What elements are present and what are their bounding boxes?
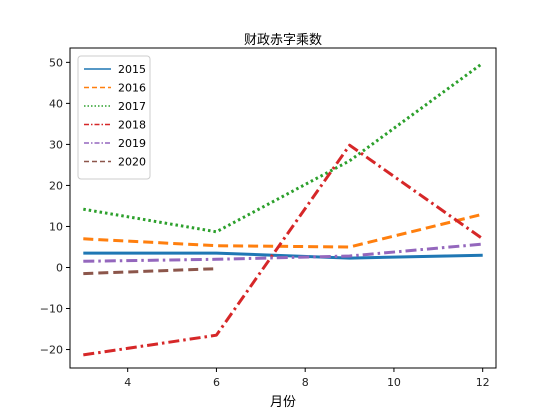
legend-label-2018: 2018 xyxy=(118,119,146,132)
legend-label-2019: 2019 xyxy=(118,137,146,150)
x-tick-label: 12 xyxy=(476,376,490,389)
x-tick-label: 8 xyxy=(302,376,309,389)
y-axis: −20 −10 0 10 20 30 40 50 xyxy=(40,56,70,357)
series-line-2015 xyxy=(83,251,483,260)
x-axis: 4 6 8 10 12 xyxy=(124,368,490,389)
x-tick-label: 6 xyxy=(213,376,220,389)
plot-frame xyxy=(69,47,497,369)
legend-label-2020: 2020 xyxy=(118,156,146,169)
x-axis-label: 月份 xyxy=(270,395,296,410)
x-tick-label: 10 xyxy=(387,376,401,389)
y-tick-label: 50 xyxy=(49,56,63,69)
legend-label-2016: 2016 xyxy=(118,82,146,95)
legend: 2015 2016 2017 2018 2019 2020 xyxy=(77,55,151,180)
series-line-2016 xyxy=(83,212,484,249)
y-tick-label: −20 xyxy=(40,344,63,357)
series-line-2019 xyxy=(83,242,483,263)
legend-label-2017: 2017 xyxy=(118,100,146,113)
y-tick-label: 20 xyxy=(49,179,63,192)
plot-area xyxy=(83,61,484,357)
x-tick-label: 4 xyxy=(124,376,131,389)
chart-title: 财政赤字乘数 xyxy=(244,33,322,48)
legend-label-2015: 2015 xyxy=(118,63,146,76)
series-line-2017 xyxy=(83,61,484,234)
series-line-2018 xyxy=(83,143,484,357)
y-tick-label: 30 xyxy=(49,138,63,151)
series-line-2020 xyxy=(83,267,217,276)
y-tick-label: 40 xyxy=(49,97,63,110)
y-tick-label: 10 xyxy=(49,220,63,233)
y-tick-label: 0 xyxy=(56,261,63,274)
y-tick-label: −10 xyxy=(40,303,63,316)
